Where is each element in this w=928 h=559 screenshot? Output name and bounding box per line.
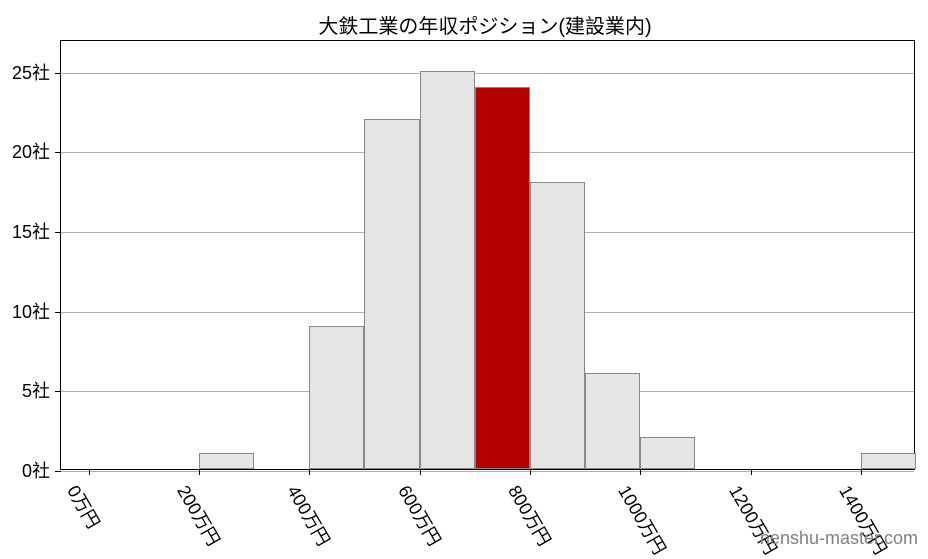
x-tick-mark: [420, 469, 421, 475]
y-tick-mark: [55, 73, 61, 74]
y-tick-label: 15社: [12, 218, 50, 244]
x-tick-mark: [640, 469, 641, 475]
x-tick-mark: [199, 469, 200, 475]
x-tick-mark: [861, 469, 862, 475]
histogram-chart: 大鉄工業の年収ポジション(建設業内) 0社5社10社15社20社25社0万円20…: [50, 10, 920, 480]
x-tick-label: 400万円: [282, 480, 338, 550]
y-tick-mark: [55, 391, 61, 392]
x-tick-mark: [89, 469, 90, 475]
y-tick-label: 10社: [12, 298, 50, 324]
bar: [530, 182, 585, 469]
bar-highlight: [475, 87, 530, 469]
bar: [640, 437, 695, 469]
plot-area: [60, 40, 915, 470]
x-tick-label: 800万円: [502, 480, 558, 550]
bar: [420, 71, 475, 469]
bar: [585, 373, 640, 469]
y-tick-mark: [55, 232, 61, 233]
bar: [364, 119, 419, 469]
y-tick-mark: [55, 312, 61, 313]
y-tick-mark: [55, 152, 61, 153]
bar: [861, 453, 916, 469]
bar: [199, 453, 254, 469]
watermark-text: nenshu-master.com: [760, 528, 918, 549]
x-tick-mark: [530, 469, 531, 475]
gridline: [61, 471, 914, 472]
gridline: [61, 73, 914, 74]
y-tick-label: 25社: [12, 59, 50, 85]
y-tick-label: 20社: [12, 138, 50, 164]
x-tick-label: 600万円: [392, 480, 448, 550]
chart-title: 大鉄工業の年収ポジション(建設業内): [50, 10, 920, 39]
x-tick-label: 200万円: [171, 480, 227, 550]
y-tick-label: 5社: [22, 377, 50, 403]
x-tick-mark: [751, 469, 752, 475]
bar: [309, 326, 364, 469]
x-tick-mark: [309, 469, 310, 475]
y-tick-mark: [55, 471, 61, 472]
x-tick-label: 0万円: [61, 480, 107, 533]
y-tick-label: 0社: [22, 457, 50, 483]
x-tick-label: 1000万円: [613, 480, 674, 559]
